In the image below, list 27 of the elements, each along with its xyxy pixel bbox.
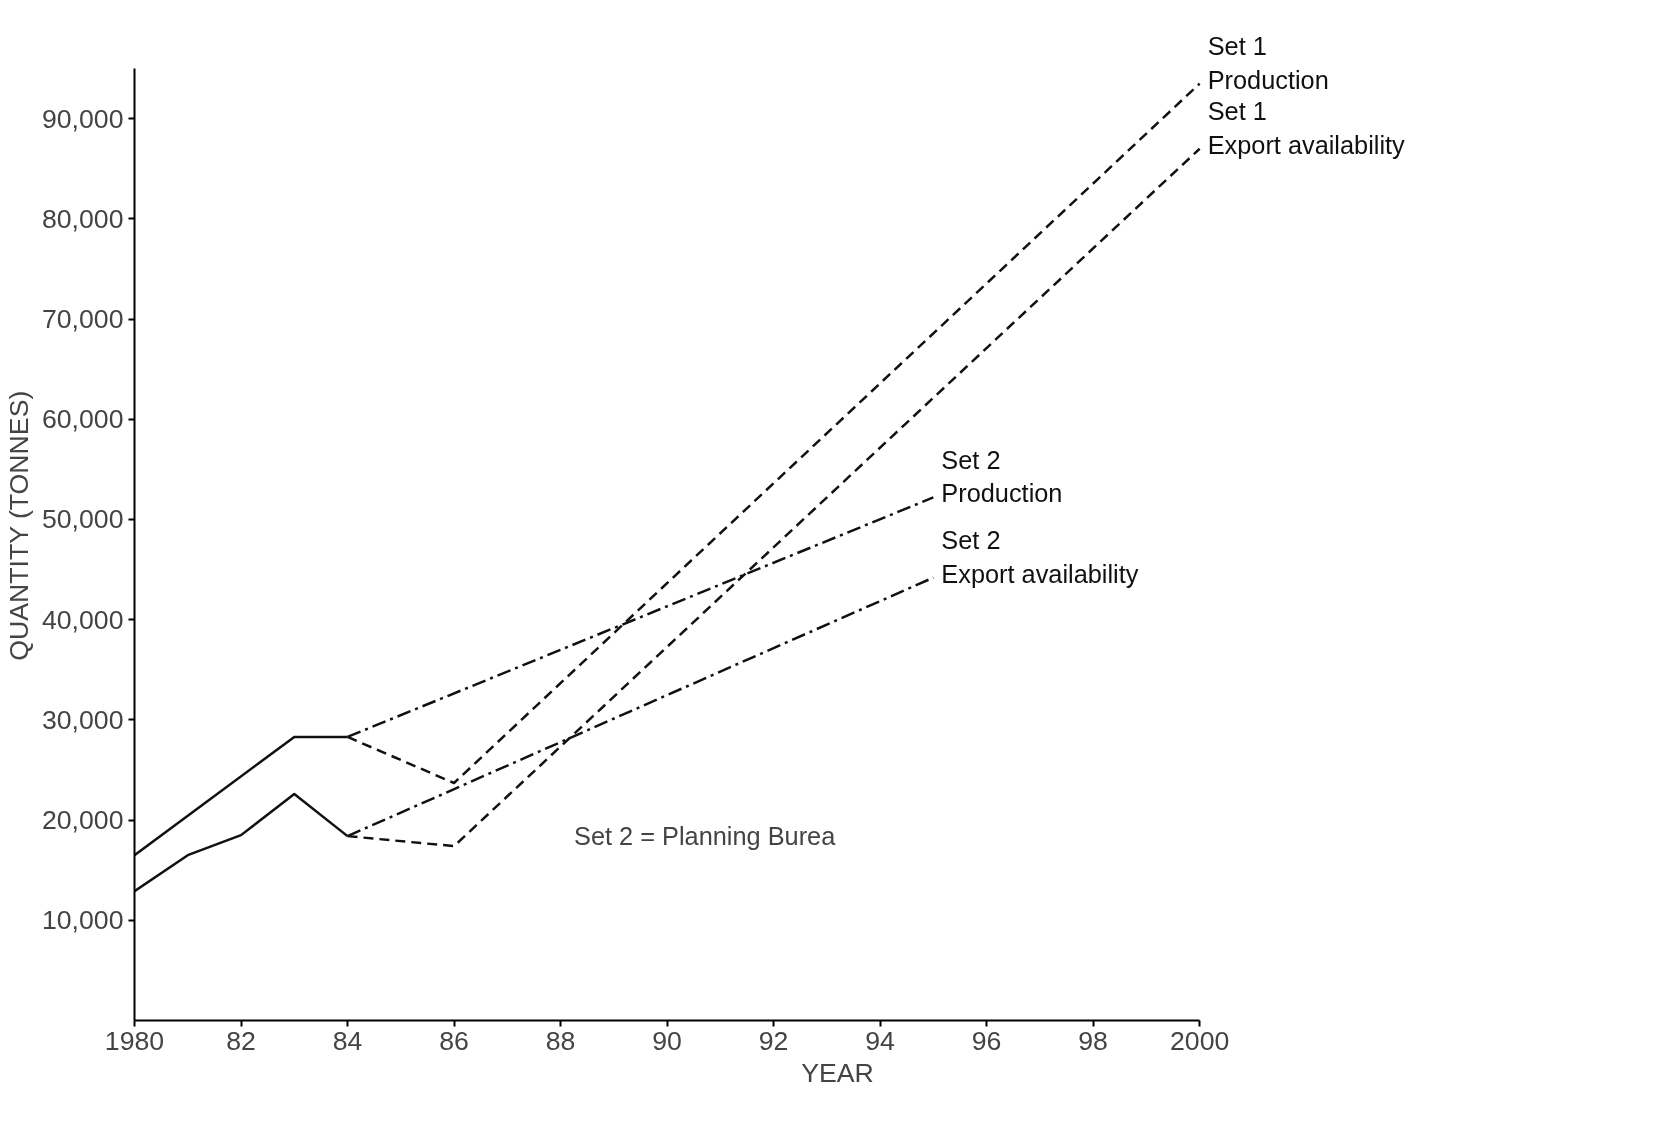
- x-tick-label: 2000: [1170, 1025, 1230, 1056]
- x-tick-label: 88: [545, 1025, 576, 1056]
- y-axis-title: QUANTITY (TONNES): [3, 390, 34, 661]
- y-tick-label: 90,000: [41, 103, 124, 134]
- x-axis-title: YEAR: [801, 1057, 874, 1088]
- y-tick-label: 60,000: [41, 404, 124, 435]
- series-label: Set 1 Production: [1207, 32, 1329, 94]
- y-tick-label: 40,000: [41, 604, 124, 635]
- x-tick-label: 90: [652, 1025, 682, 1056]
- x-tick-label: 98: [1078, 1025, 1108, 1056]
- x-tick-label: 86: [439, 1025, 469, 1056]
- x-tick-label: 84: [332, 1025, 363, 1056]
- y-tick-label: 80,000: [41, 203, 124, 234]
- series-label: Set 1 Export availability: [1207, 97, 1406, 159]
- x-tick-label: 1980: [104, 1025, 165, 1056]
- y-tick-label: 70,000: [41, 304, 124, 335]
- y-tick-label: 30,000: [41, 704, 124, 735]
- x-tick-label: 82: [226, 1025, 256, 1056]
- y-tick-label: 10,000: [41, 905, 124, 936]
- series-label: Set 2 Export availability: [941, 526, 1139, 588]
- x-tick-label: 94: [865, 1025, 896, 1056]
- annotation: Set 2 = Planning Burea: [574, 822, 837, 851]
- x-tick-label: 92: [758, 1025, 789, 1056]
- y-tick-label: 20,000: [41, 805, 124, 836]
- x-tick-label: 96: [971, 1025, 1002, 1056]
- series-label: Set 2 Production: [941, 445, 1063, 508]
- y-tick-label: 50,000: [41, 504, 124, 535]
